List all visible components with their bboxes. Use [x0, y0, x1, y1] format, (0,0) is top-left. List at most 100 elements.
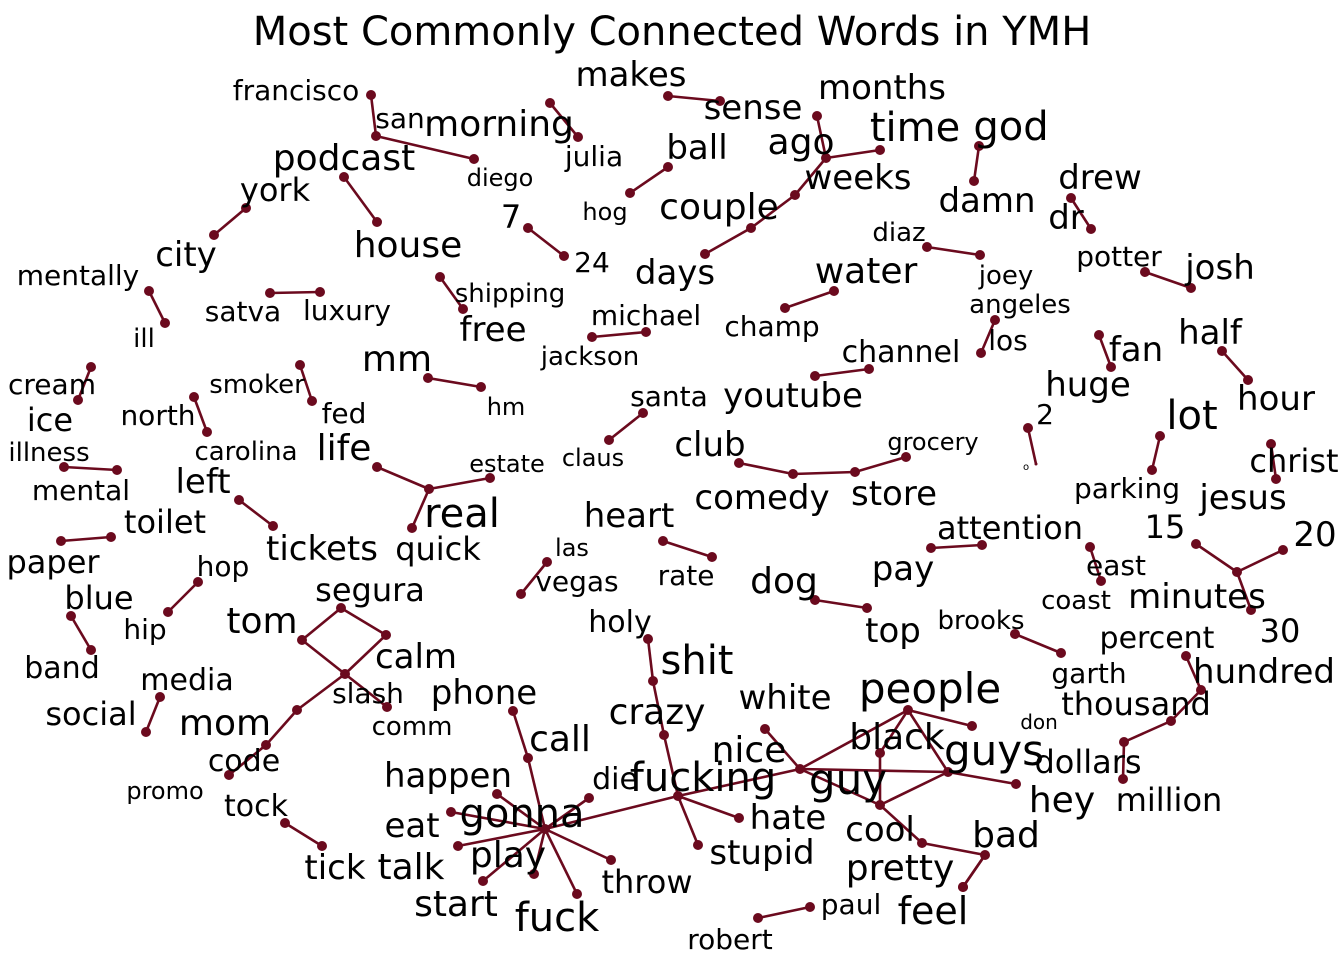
- node-satva: [265, 288, 275, 298]
- edge-angeles-los: [979, 319, 997, 354]
- node-15: [1191, 539, 1201, 549]
- node-label-guy: guy: [809, 755, 887, 804]
- edge-attention-pay: [930, 543, 983, 550]
- node-santa: [638, 408, 648, 418]
- node-label-mom: mom: [179, 703, 271, 744]
- edge-real-quick: [410, 488, 431, 529]
- node-promo: [224, 770, 234, 780]
- node-label-hop: hop: [197, 550, 250, 583]
- edge-segura-calm: [340, 606, 387, 637]
- edge-toilet-paper: [60, 535, 112, 543]
- node-label-2: 2: [1036, 398, 1054, 431]
- edge-couple-days: [704, 226, 752, 256]
- node-label-percent: percent: [1100, 621, 1215, 656]
- node-2: [1023, 423, 1033, 433]
- node-label-coast: coast: [1041, 586, 1111, 616]
- node-label-fan: fan: [1109, 330, 1163, 370]
- node-house: [372, 217, 382, 227]
- node-label-code: code: [208, 744, 280, 779]
- edge-fucking-hate: [677, 794, 740, 820]
- node-label-feel: feel: [898, 889, 969, 933]
- node-joey: [975, 250, 985, 260]
- node-crazy: [659, 730, 669, 740]
- edge-people-guys: [906, 709, 950, 773]
- node-club: [734, 458, 744, 468]
- node-label-holy: holy: [588, 605, 651, 640]
- node-ice: [73, 395, 83, 405]
- edge-guy-cool: [879, 804, 923, 844]
- node-label-luxury: luxury: [303, 294, 391, 327]
- node-shit: [648, 676, 658, 686]
- edge-heart-rate: [662, 539, 713, 559]
- node-label-house: house: [354, 225, 463, 266]
- node-label-slash: slash: [332, 677, 404, 710]
- node-days: [700, 249, 710, 259]
- node-julia: [545, 98, 555, 108]
- edge-fucking-nice: [677, 767, 801, 798]
- node-label-real: real: [424, 491, 500, 537]
- edge-brooks-garth: [1014, 632, 1062, 655]
- node-label-ice: ice: [27, 401, 73, 439]
- node-cream: [86, 362, 96, 372]
- node-north: [189, 392, 199, 402]
- edge-east-coast: [1088, 546, 1103, 582]
- edge-morning-julia: [548, 102, 580, 138]
- node-shipping: [435, 272, 445, 282]
- node-label-don: don: [1020, 710, 1058, 734]
- edge-minutes-30: [1235, 571, 1253, 611]
- node-label-couple: couple: [659, 187, 779, 228]
- node-god: [974, 141, 984, 151]
- node-label-sense: sense: [704, 88, 803, 128]
- edge-guys-guy: [879, 770, 949, 807]
- node-label-dr: dr: [1048, 198, 1084, 238]
- node-label-nice: nice: [712, 730, 787, 771]
- node-label-water: water: [815, 251, 918, 292]
- node-label-josh: josh: [1184, 248, 1255, 288]
- node-left: [234, 495, 244, 505]
- node-label-drew: drew: [1058, 158, 1142, 198]
- node-label-throw: throw: [601, 863, 692, 901]
- node-label-ill: ill: [133, 324, 155, 354]
- node-label-attention: attention: [937, 509, 1083, 547]
- node-real: [424, 484, 434, 494]
- node-label-white: white: [738, 678, 831, 718]
- node-quick: [407, 523, 417, 533]
- edge-store-grocery: [854, 455, 907, 474]
- node-dr: [1086, 224, 1096, 234]
- node-label-jackson: jackson: [540, 342, 639, 372]
- edge-mentally-ill: [147, 290, 167, 324]
- node-thousand: [1166, 716, 1176, 726]
- node-label-weeks: weeks: [804, 158, 911, 198]
- edge-blue-band: [69, 615, 93, 651]
- node-label-cream: cream: [8, 368, 96, 401]
- node-damn: [969, 176, 979, 186]
- node-label-start: start: [414, 884, 498, 925]
- node-drew: [1066, 193, 1076, 203]
- edge-tom-slash: [301, 638, 346, 676]
- node-diego: [469, 154, 479, 164]
- node-label-pretty: pretty: [846, 848, 955, 889]
- edge-guys-hey: [947, 770, 1017, 786]
- node-ill: [160, 318, 170, 328]
- edge-dog-top: [814, 598, 868, 610]
- edge-shipping-free: [438, 276, 465, 310]
- node-hate: [734, 813, 744, 823]
- edge-half-hour: [1221, 350, 1249, 381]
- node-label-mm: mm: [362, 339, 432, 380]
- node-label-fuck: fuck: [515, 895, 600, 941]
- node-label-jesus: jesus: [1198, 478, 1286, 518]
- node-francisco: [366, 90, 376, 100]
- node-lot: [1155, 431, 1165, 441]
- node-label-morning: morning: [424, 104, 574, 145]
- edge-left-tickets: [238, 498, 274, 528]
- node-hour: [1243, 375, 1253, 385]
- node-label-bad: bad: [972, 815, 1040, 856]
- node-label-pay: pay: [872, 549, 935, 589]
- node-york: [241, 203, 251, 213]
- node-podcast: [339, 172, 349, 182]
- node-label-crazy: crazy: [609, 692, 706, 733]
- node-label-joey: joey: [978, 261, 1034, 291]
- node-christ: [1266, 439, 1276, 449]
- node-label-comm: comm: [372, 712, 453, 742]
- node-los: [976, 348, 986, 358]
